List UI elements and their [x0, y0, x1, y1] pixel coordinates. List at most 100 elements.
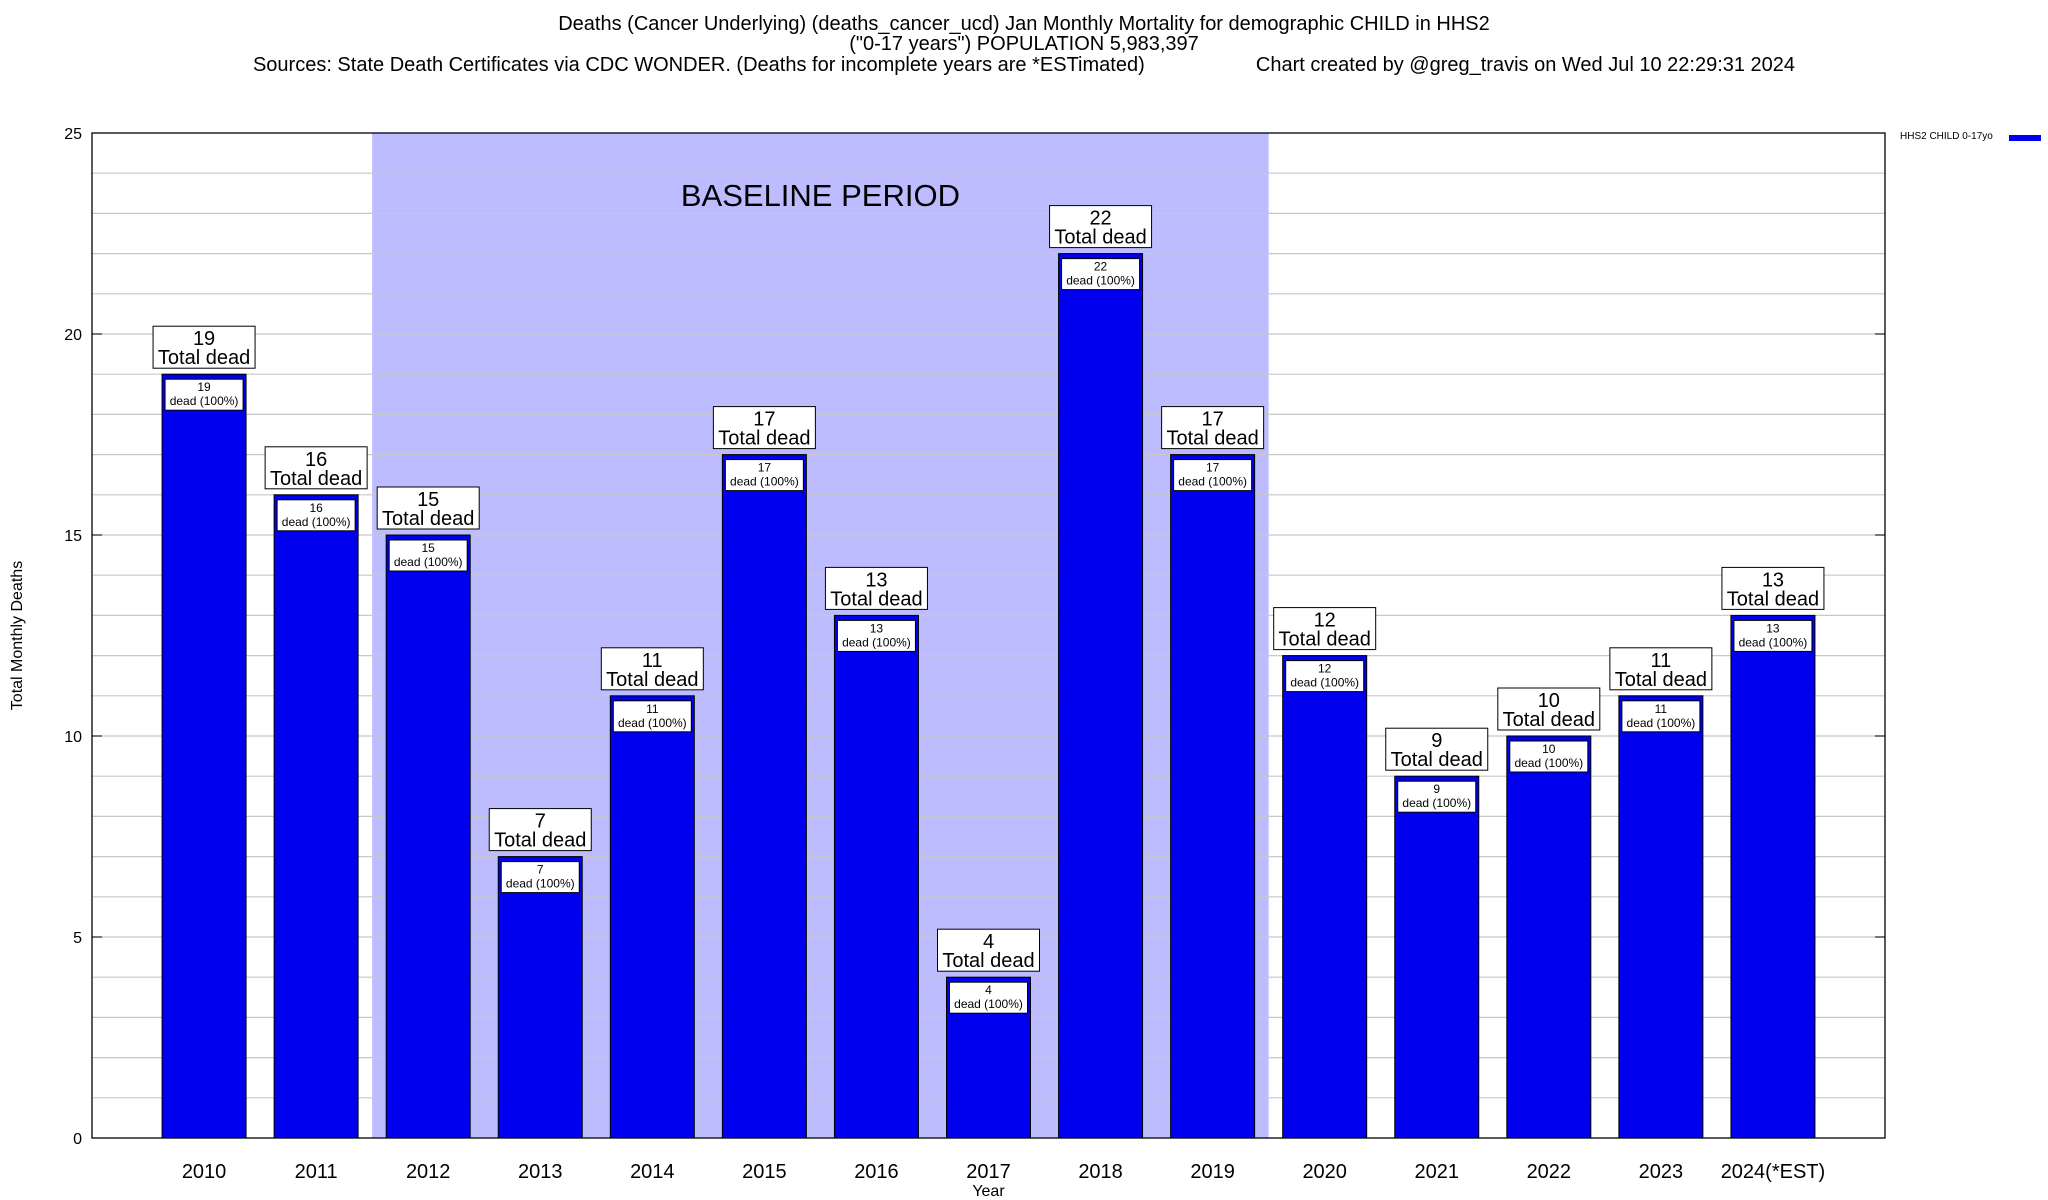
bar-inner-percent: dead (100%) [506, 877, 575, 891]
x-tick-label: 2020 [1302, 1161, 1347, 1183]
bar-total-label-box [600, 647, 704, 691]
bar-total-label-box [1273, 607, 1377, 651]
y-tick-label: 25 [64, 126, 82, 143]
bar-total-text: Total dead [158, 347, 250, 369]
y-axis-title: Total Monthly Deaths [9, 561, 26, 710]
bar-total-value: 22 [1089, 208, 1111, 230]
bar-inner-label-box [1733, 619, 1813, 652]
bar-inner-percent: dead (100%) [1178, 475, 1247, 489]
bar-inner-value: 11 [1655, 702, 1668, 716]
bar-total-value: 4 [983, 931, 994, 953]
bar-total-label-box [1497, 687, 1601, 731]
y-tick-label: 10 [64, 729, 82, 746]
legend-series-swatch [2009, 135, 2041, 141]
bar-inner-percent: dead (100%) [394, 555, 463, 569]
bar-inner-label-box [164, 378, 244, 411]
bar [1618, 695, 1704, 1139]
bar-inner-percent: dead (100%) [1290, 676, 1359, 690]
x-tick-label: 2011 [295, 1161, 338, 1183]
bar-inner-percent: dead (100%) [170, 394, 239, 408]
bar-inner-percent: dead (100%) [1066, 274, 1135, 288]
credit-text: Chart created by @greg_travis on Wed Jul… [1255, 54, 1796, 76]
bar-total-label-box [488, 808, 592, 852]
bar-inner-value: 10 [1542, 742, 1556, 756]
baseline-period-label: BASELINE PERIOD [681, 178, 960, 213]
bar-total-text: Total dead [1054, 227, 1146, 249]
bar-inner-label-box [1061, 258, 1141, 291]
bar [721, 454, 807, 1139]
bar-inner-percent: dead (100%) [1739, 635, 1808, 649]
bar-total-value: 17 [1202, 409, 1224, 431]
bar-inner-percent: dead (100%) [842, 635, 911, 649]
bar-total-value: 16 [305, 449, 327, 471]
bar-inner-percent: dead (100%) [954, 997, 1023, 1011]
bar-inner-percent: dead (100%) [1402, 796, 1471, 810]
chart-sources-line: Sources: State Death Certificates via CD… [0, 55, 2048, 75]
bar-total-value: 7 [535, 811, 546, 833]
bar-total-text: Total dead [830, 588, 922, 610]
bar-inner-value: 13 [1766, 621, 1780, 635]
bar-total-text: Total dead [1166, 428, 1258, 450]
bar-total-text: Total dead [606, 669, 698, 691]
bar-total-text: Total dead [494, 830, 586, 852]
bar-total-value: 17 [753, 409, 775, 431]
bar-total-text: Total dead [1279, 629, 1371, 651]
x-tick-label: 2019 [1190, 1161, 1235, 1183]
x-tick-label: 2024(*EST) [1721, 1161, 1826, 1183]
chart-title-line-1: Deaths (Cancer Underlying) (deaths_cance… [558, 13, 1490, 35]
x-tick-label: 2012 [406, 1161, 451, 1183]
bar-total-value: 12 [1314, 610, 1336, 632]
bar [385, 534, 471, 1139]
y-tick-label: 5 [73, 930, 82, 947]
bar-total-label-box [1721, 566, 1825, 610]
bar-total-text: Total dead [1727, 588, 1819, 610]
bar-inner-label-box [1397, 780, 1477, 813]
x-tick-label: 2013 [518, 1161, 563, 1183]
x-tick-label: 2016 [854, 1161, 899, 1183]
bar-total-value: 13 [1762, 569, 1784, 591]
bar-inner-label-box [1509, 740, 1589, 773]
bar [1730, 614, 1816, 1139]
bar-total-label-box [1049, 205, 1153, 249]
bar [1282, 655, 1368, 1139]
bar-inner-label-box [276, 499, 356, 532]
bar-total-value: 15 [417, 489, 439, 511]
x-tick-label: 2010 [182, 1161, 227, 1183]
bar-inner-label-box [500, 861, 580, 894]
bar-inner-label-box [1285, 660, 1365, 693]
bar-total-label-box [1385, 727, 1489, 771]
bar [161, 373, 247, 1139]
x-tick-label: 2018 [1078, 1161, 1123, 1183]
bar [497, 856, 583, 1139]
bar-total-text: Total dead [382, 508, 474, 530]
bar [1506, 735, 1592, 1139]
bar-inner-percent: dead (100%) [1627, 716, 1696, 730]
x-tick-label: 2015 [742, 1161, 787, 1183]
bar [833, 614, 919, 1139]
bar-total-text: Total dead [942, 950, 1034, 972]
bar-inner-percent: dead (100%) [618, 716, 687, 730]
x-tick-label: 2022 [1527, 1161, 1572, 1183]
bar-inner-value: 22 [1094, 260, 1108, 274]
bar-total-value: 13 [865, 569, 887, 591]
bar-total-label-box [937, 928, 1040, 972]
bar-total-label-box [264, 446, 368, 490]
bar-total-label-box [712, 406, 816, 450]
legend-series-label: HHS2 CHILD 0-17yo [1900, 131, 1993, 142]
bar-inner-value: 17 [1206, 461, 1220, 475]
bar [1058, 253, 1144, 1139]
bar-inner-percent: dead (100%) [1514, 756, 1583, 770]
bar-inner-label-box [836, 619, 916, 652]
bar-total-label-box [152, 325, 256, 369]
bar-total-value: 19 [193, 328, 215, 350]
x-axis-title: Year [972, 1183, 1005, 1200]
bar-total-text: Total dead [718, 428, 810, 450]
x-tick-label: 2014 [630, 1161, 675, 1183]
bar [1394, 775, 1480, 1139]
sources-text: Sources: State Death Certificates via CD… [252, 54, 1145, 76]
bar-inner-label-box [1621, 700, 1701, 733]
bar-inner-value: 16 [309, 501, 323, 515]
bar-total-text: Total dead [1503, 709, 1595, 731]
bar [1170, 454, 1256, 1139]
